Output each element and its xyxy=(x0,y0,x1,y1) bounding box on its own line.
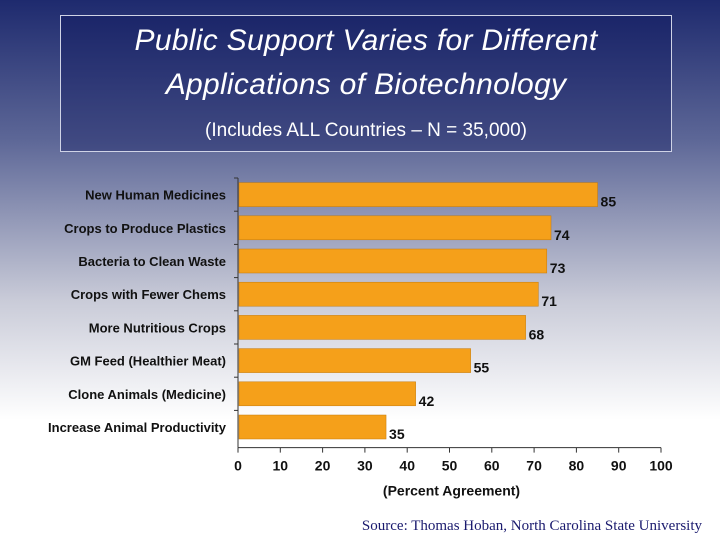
category-label: New Human Medicines xyxy=(85,188,226,203)
category-label: Crops to Produce Plastics xyxy=(64,221,226,236)
slide-title-line-2: Applications of Biotechnology xyxy=(165,68,567,101)
slide-subtitle: (Includes ALL Countries – N = 35,000) xyxy=(205,120,527,141)
x-tick-label: 30 xyxy=(357,458,373,474)
title-box: Public Support Varies for Different Appl… xyxy=(60,15,672,152)
bar xyxy=(238,182,598,207)
source-caption: Source: Thomas Hoban, North Carolina Sta… xyxy=(361,518,702,534)
x-tick-label: 40 xyxy=(399,458,415,474)
x-tick-label: 80 xyxy=(569,458,585,474)
bar xyxy=(238,414,387,440)
x-tick-label: 100 xyxy=(649,458,673,474)
value-label: 42 xyxy=(419,393,435,409)
x-tick-label: 50 xyxy=(442,458,458,474)
category-label: More Nutritious Crops xyxy=(89,320,226,335)
value-label: 73 xyxy=(550,260,566,276)
bar xyxy=(238,215,552,241)
category-label: Bacteria to Clean Waste xyxy=(78,254,226,269)
x-axis-title: (Percent Agreement) xyxy=(383,483,520,499)
value-label: 68 xyxy=(529,326,545,342)
value-label: 35 xyxy=(389,426,405,442)
bar xyxy=(238,281,539,307)
category-label: Clone Animals (Medicine) xyxy=(68,387,226,402)
category-label: Crops with Fewer Chems xyxy=(71,287,226,302)
category-label: GM Feed (Healthier Meat) xyxy=(70,354,226,369)
x-tick-label: 70 xyxy=(526,458,542,474)
bar xyxy=(238,348,471,373)
value-label: 71 xyxy=(541,293,557,309)
x-tick-label: 10 xyxy=(273,458,289,474)
bar xyxy=(238,315,526,340)
value-label: 74 xyxy=(554,227,570,243)
x-tick-label: 90 xyxy=(611,458,627,474)
bar xyxy=(238,381,416,407)
x-tick-label: 60 xyxy=(484,458,500,474)
x-tick-label: 20 xyxy=(315,458,331,474)
value-label: 85 xyxy=(601,194,617,210)
category-label: Increase Animal Productivity xyxy=(48,420,227,435)
slide-title-line-1: Public Support Varies for Different xyxy=(134,24,598,57)
bar xyxy=(238,248,548,274)
x-tick-label: 0 xyxy=(234,458,242,474)
value-label: 55 xyxy=(474,360,490,376)
